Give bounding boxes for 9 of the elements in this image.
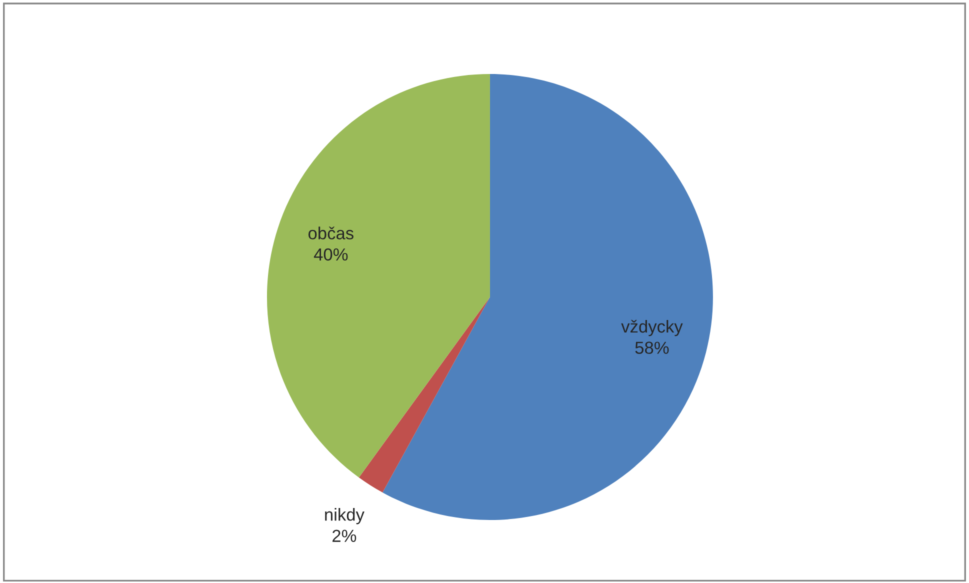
slice-label: občas <box>308 226 354 240</box>
data-label: 2% <box>332 530 356 542</box>
slice-label: vždycky <box>621 320 683 336</box>
pie-slice <box>358 297 490 492</box>
data-label: 58% <box>635 342 669 354</box>
data-label: 40% <box>314 248 348 261</box>
slice-label: nikdy <box>325 508 364 524</box>
pie-slice <box>382 74 713 520</box>
pie-slice <box>266 74 490 478</box>
